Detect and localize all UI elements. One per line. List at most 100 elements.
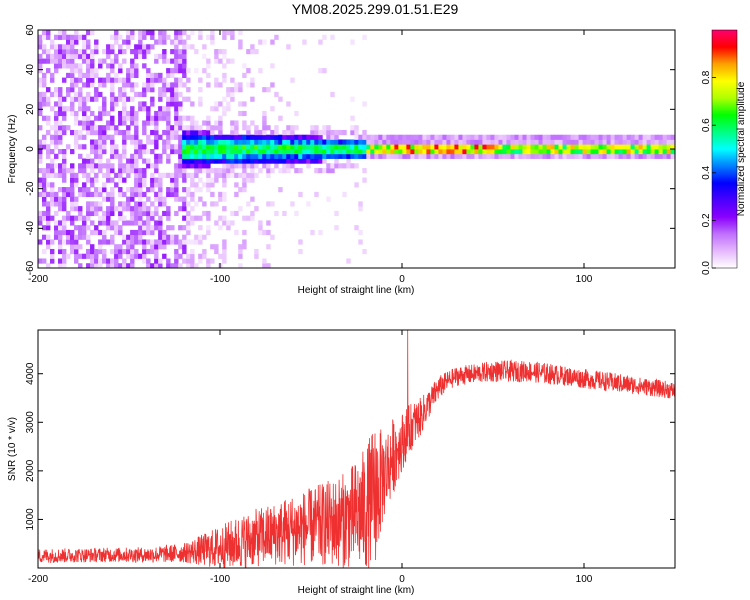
heatmap-cell (170, 134, 175, 140)
heatmap-cell (90, 30, 95, 36)
heatmap-cell (282, 139, 287, 145)
heatmap-cell (282, 163, 287, 169)
heatmap-cell (78, 234, 83, 240)
heatmap-cell (226, 139, 231, 145)
heatmap-cell (662, 149, 668, 155)
heatmap-cell (54, 229, 59, 236)
heatmap-cell (50, 239, 55, 245)
heatmap-cell (38, 125, 43, 131)
heatmap-cell (74, 129, 79, 136)
heatmap-cell (82, 215, 87, 221)
heatmap-cell (142, 49, 147, 55)
heatmap-cell (606, 134, 611, 140)
heatmap-cell (182, 44, 187, 50)
heatmap-cell (278, 144, 283, 150)
heatmap-cell (534, 134, 539, 140)
heatmap-cell (606, 153, 611, 159)
heatmap-cell (46, 58, 51, 64)
heatmap-cell (198, 34, 203, 40)
heatmap-cell (350, 39, 355, 45)
heatmap-cell (94, 153, 99, 159)
heatmap-cell (142, 253, 147, 259)
heatmap-cell (454, 153, 459, 159)
heatmap-cell (222, 191, 227, 197)
heatmap-cell (86, 206, 91, 212)
heatmap-cell (542, 134, 547, 140)
heatmap-cell (138, 91, 143, 98)
heatmap-cell (74, 82, 79, 88)
heatmap-cell (510, 134, 515, 140)
heatmap-cell (650, 144, 656, 150)
heatmap-cell (170, 191, 175, 197)
heatmap-cell (46, 49, 51, 55)
heatmap-cell (174, 106, 179, 112)
heatmap-cell (118, 168, 123, 174)
heatmap-cell (170, 129, 175, 136)
heatmap-cell (130, 191, 135, 197)
heatmap-cell (198, 163, 203, 169)
heatmap-cell (158, 30, 163, 36)
heatmap-cell (542, 149, 547, 155)
heatmap-cell (130, 139, 135, 145)
y-tick-label: 3000 (25, 411, 36, 434)
heatmap-cell (118, 91, 123, 98)
heatmap-cell (58, 30, 63, 36)
heatmap-cell (162, 253, 167, 259)
heatmap-cell (258, 225, 263, 231)
heatmap-cell (190, 125, 195, 131)
heatmap-cell (462, 139, 467, 145)
heatmap-cell (238, 110, 243, 117)
heatmap-cell (294, 139, 299, 145)
heatmap-cell (314, 139, 319, 145)
heatmap-cell (66, 39, 71, 45)
heatmap-cell (170, 49, 175, 55)
heatmap-cell (86, 82, 91, 88)
heatmap-cell (154, 53, 159, 59)
heatmap-cell (226, 225, 231, 231)
heatmap-cell (286, 163, 291, 169)
heatmap-cell (462, 149, 467, 155)
heatmap-cell (110, 58, 115, 64)
heatmap-cell (242, 168, 247, 174)
heatmap-cell (562, 144, 567, 150)
heatmap-cell (134, 253, 139, 259)
heatmap-cell (290, 163, 295, 169)
heatmap-cell (142, 191, 147, 197)
heatmap-cell (230, 163, 235, 169)
heatmap-cell (162, 139, 167, 145)
heatmap-cell (278, 134, 283, 140)
heatmap-cell (118, 163, 123, 169)
heatmap-cell (230, 168, 235, 174)
heatmap-cell (110, 168, 115, 174)
heatmap-cell (458, 144, 463, 150)
heatmap-cell (166, 68, 171, 74)
heatmap-cell (150, 120, 155, 126)
heatmap-cell (126, 39, 131, 45)
heatmap-cell (402, 149, 407, 155)
heatmap-cell (174, 172, 179, 178)
heatmap-cell (258, 229, 263, 236)
heatmap-cell (46, 263, 51, 268)
heatmap-cell (138, 101, 143, 107)
heatmap-cell (174, 58, 179, 64)
heatmap-cell (102, 49, 107, 55)
heatmap-cell (322, 125, 327, 131)
heatmap-cell (138, 139, 143, 145)
heatmap-cell (42, 201, 47, 207)
heatmap-cell (70, 196, 75, 202)
heatmap-cell (670, 139, 675, 145)
heatmap-cell (538, 149, 543, 155)
heatmap-cell (298, 158, 303, 164)
heatmap-cell (422, 144, 427, 150)
heatmap-cell (130, 49, 135, 55)
heatmap-cell (218, 58, 223, 64)
heatmap-cell (174, 101, 179, 107)
heatmap-cell (146, 68, 151, 74)
heatmap-cell (74, 225, 79, 231)
heatmap-cell (282, 168, 287, 174)
heatmap-cell (182, 244, 187, 250)
heatmap-cell (230, 58, 235, 64)
heatmap-cell (62, 163, 67, 169)
heatmap-cell (390, 144, 395, 150)
heatmap-cell (126, 248, 131, 255)
